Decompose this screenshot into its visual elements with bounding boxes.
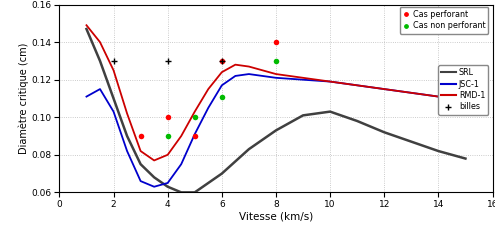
Point (164, 115, 172, 119)
Point (164, 59, 172, 63)
Point (164, 134, 172, 138)
Point (218, 95, 226, 98)
Point (191, 134, 198, 138)
Y-axis label: Diamètre critique (cm): Diamètre critique (cm) (18, 43, 29, 154)
Point (109, 59, 117, 63)
X-axis label: Vitesse (km/s): Vitesse (km/s) (239, 212, 313, 222)
Point (218, 59, 226, 63)
Point (218, 59, 226, 63)
Point (191, 115, 198, 119)
Point (272, 59, 280, 63)
Point (272, 40, 280, 44)
Legend: SRL, JSC-1, RMD-1, billes: SRL, JSC-1, RMD-1, billes (438, 65, 489, 115)
Point (137, 134, 145, 138)
